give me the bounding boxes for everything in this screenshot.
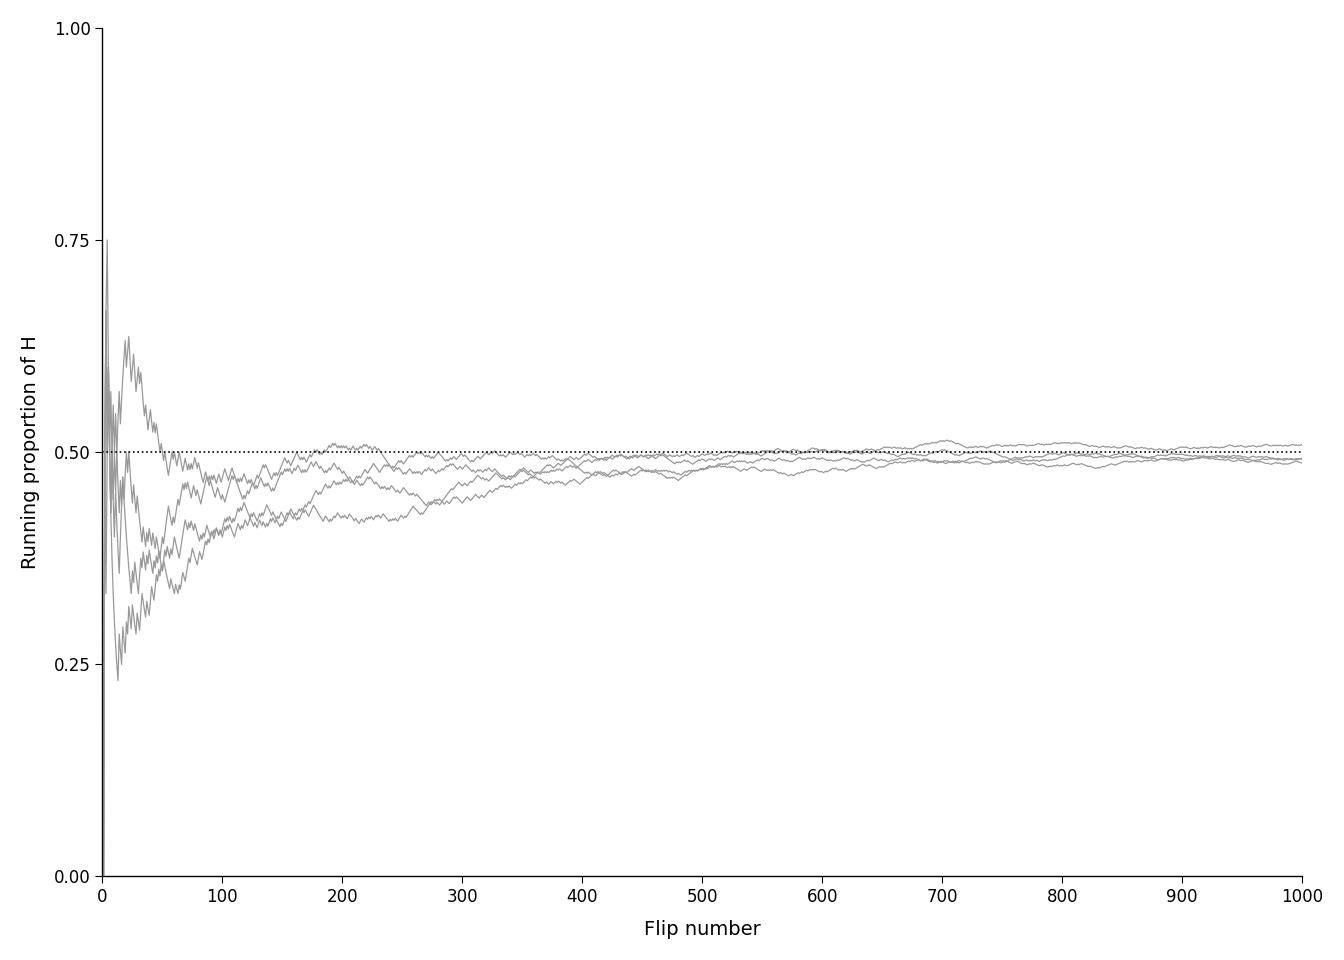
Y-axis label: Running proportion of H: Running proportion of H bbox=[22, 335, 40, 569]
X-axis label: Flip number: Flip number bbox=[644, 921, 761, 939]
